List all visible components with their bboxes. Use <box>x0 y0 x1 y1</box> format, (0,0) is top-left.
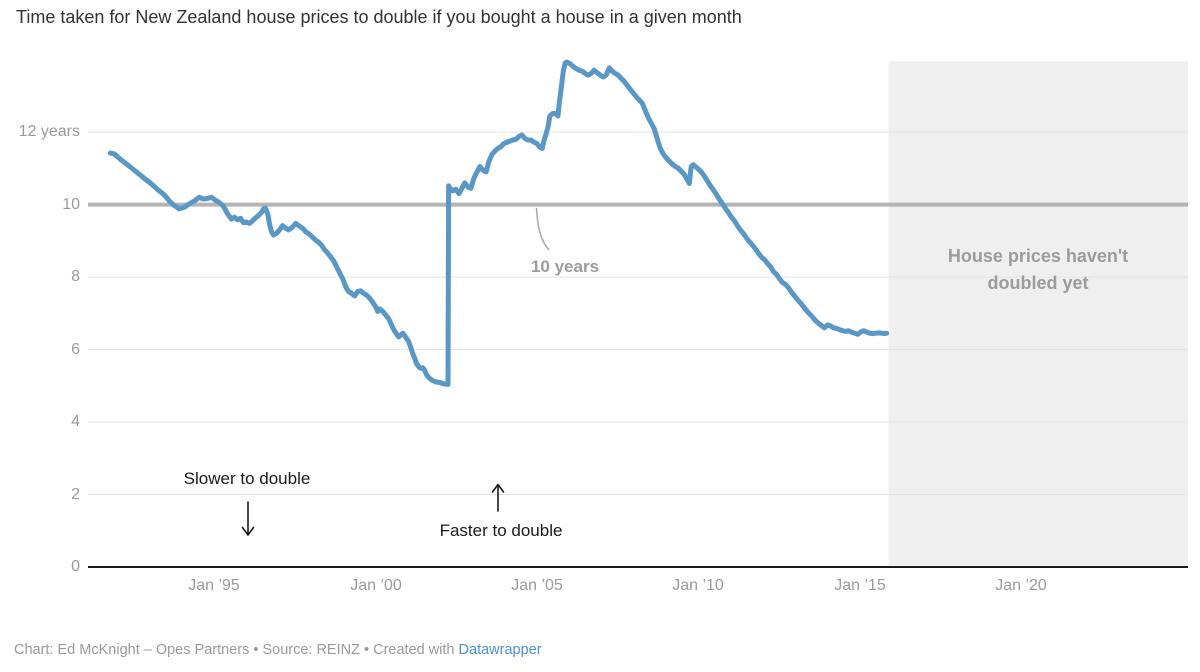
annotation-faster-to-double: Faster to double <box>439 521 563 540</box>
y-tick-label-6: 6 <box>71 341 80 358</box>
datawrapper-link[interactable]: Datawrapper <box>458 642 542 658</box>
chart-footer: Chart: Ed McKnight – Opes Partners • Sou… <box>14 642 542 658</box>
x-tick-label-2000: Jan ’00 <box>350 577 402 594</box>
series-line-years-to-double <box>107 59 890 387</box>
x-tick-label-2015: Jan ’15 <box>834 577 886 594</box>
x-tick-label-2010: Jan ’10 <box>672 577 724 594</box>
y-tick-label-10: 10 <box>62 196 80 213</box>
y-tick-label-8: 8 <box>71 268 80 285</box>
x-tick-label-1995: Jan ’95 <box>188 577 240 594</box>
arrow-down-icon <box>241 501 255 536</box>
footer-credit-text: Chart: Ed McKnight – Opes Partners • Sou… <box>14 642 459 658</box>
y-tick-label-4: 4 <box>71 413 80 430</box>
no-data-region-label: House prices haven't doubled yet <box>947 246 1129 293</box>
arrow-up-icon <box>491 483 505 512</box>
y-tick-label-0: 0 <box>71 558 80 575</box>
no-data-region <box>888 61 1188 566</box>
annotation-slower-to-double: Slower to double <box>183 469 311 488</box>
chart-title: Time taken for New Zealand house prices … <box>16 7 742 27</box>
x-tick-label-2020: Jan ’20 <box>995 577 1047 594</box>
x-tick-label-2005: Jan ’05 <box>511 577 563 594</box>
reference-line-label: 10 years <box>530 257 600 276</box>
y-tick-label-12: 12 years <box>18 123 80 140</box>
y-tick-label-2: 2 <box>71 486 80 503</box>
ten-years-callout-line <box>535 207 550 251</box>
